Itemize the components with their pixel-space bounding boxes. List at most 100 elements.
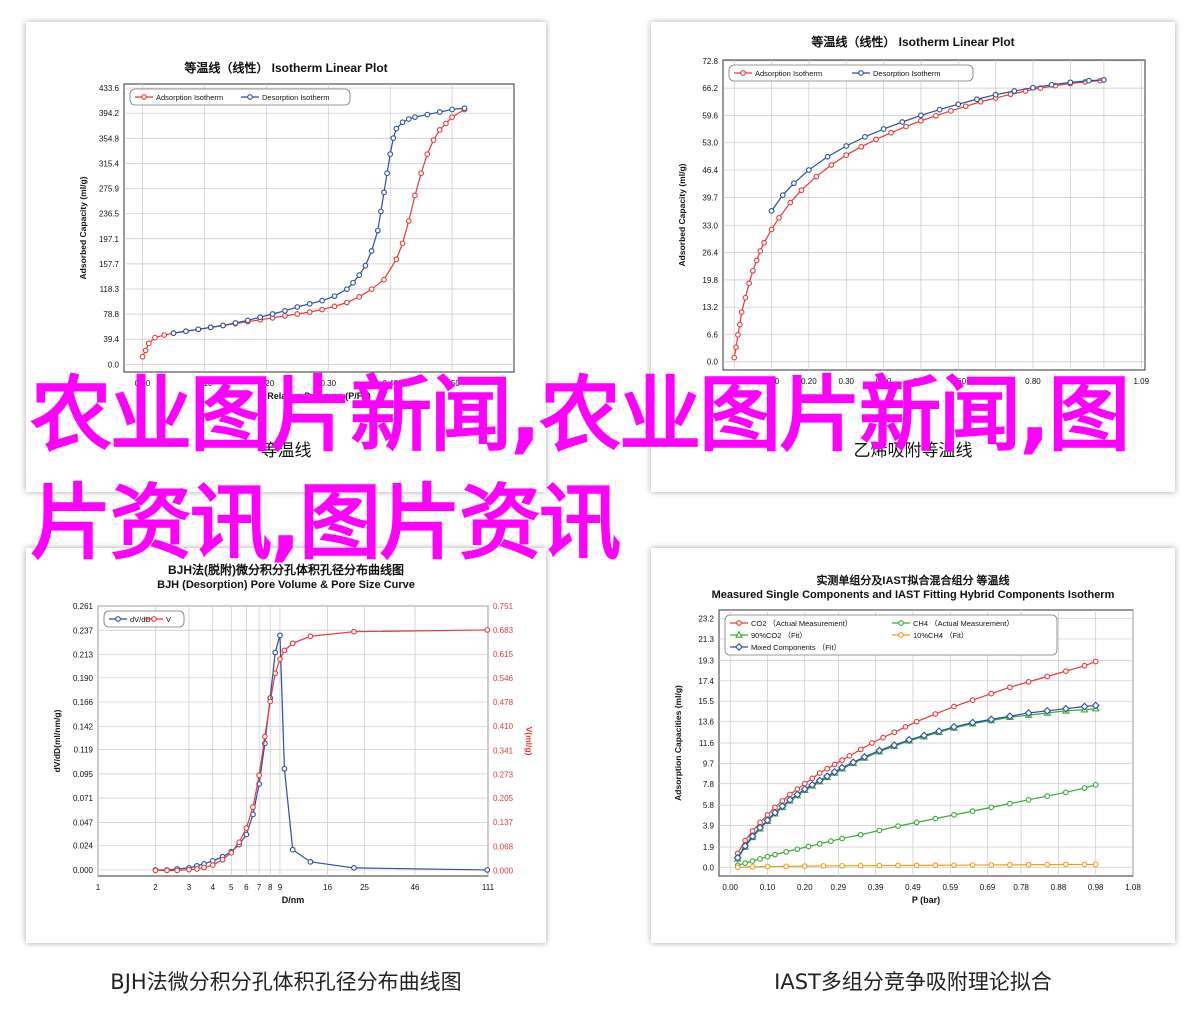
data-point <box>1081 861 1088 868</box>
data-point <box>968 718 977 727</box>
y-tick-label: 21.3 <box>698 635 714 644</box>
series-line <box>771 79 1104 212</box>
data-point <box>890 741 899 750</box>
legend-marker <box>141 94 147 100</box>
y-tick-label: 23.2 <box>698 615 714 624</box>
legend-box <box>103 610 185 628</box>
data-point <box>831 761 838 768</box>
data-point <box>988 804 995 811</box>
legend: Adsorption Isotherm Desorption Isotherm <box>129 88 351 106</box>
data-point <box>331 303 338 310</box>
y-right-axis-label: V(ml/g) <box>524 727 534 756</box>
x-tick-label: 0.50 <box>913 377 929 386</box>
series-blue <box>768 76 1107 214</box>
data-point <box>289 640 296 647</box>
data-point <box>1061 704 1070 713</box>
data-point <box>974 96 980 103</box>
data-point <box>399 240 406 247</box>
chart-title: 等温线（线性） Isotherm Linear Plot <box>183 60 387 75</box>
data-point <box>746 280 752 287</box>
data-point <box>424 111 431 118</box>
data-point <box>903 123 909 130</box>
data-point <box>1080 702 1089 711</box>
data-point <box>969 808 976 814</box>
data-point <box>368 248 375 254</box>
legend-box <box>129 88 351 106</box>
caption-right: IAST多组分竞争吸附理论拟合 <box>774 970 1052 994</box>
legend-entry: Mixed Components （Fit） <box>751 643 841 652</box>
y-tick-label: 1.9 <box>703 843 715 852</box>
data-point <box>362 262 369 269</box>
y-tick-label: 0.190 <box>73 674 94 683</box>
legend-entry: 90%CO2 （Fit） <box>751 631 807 640</box>
chart-caption: 等温线 <box>261 441 312 460</box>
y-tick-label: 9.7 <box>703 759 715 768</box>
y-tick-label: 0.237 <box>73 626 94 635</box>
x-tick-label: 0.10 <box>197 379 213 388</box>
y-tick-label: 354.8 <box>99 134 120 143</box>
x-tick-label: 0.29 <box>831 883 847 892</box>
y-tick-label: 46.4 <box>702 166 718 175</box>
y-tick-label: 0.000 <box>73 866 94 875</box>
x-tick-label: 0.40 <box>876 377 892 386</box>
data-point <box>763 816 772 825</box>
legend: Adsorption Isotherm Desorption Isotherm <box>728 64 974 82</box>
data-point <box>294 311 301 317</box>
data-point <box>424 151 431 157</box>
data-point <box>430 137 437 143</box>
data-point <box>1007 861 1013 868</box>
data-point <box>1101 76 1107 83</box>
data-point <box>1067 79 1074 86</box>
data-point <box>164 867 170 874</box>
data-point <box>749 858 756 864</box>
chart-panel-adsorption-desorption: 0.00 0.10 0.20 0.30 0.40 0.50 0.0 39.4 78.8 118.3… <box>26 22 546 492</box>
chart-title: BJH法(脱附)微分积分孔体积孔径分布曲线图 <box>168 562 404 577</box>
data-point <box>815 776 824 785</box>
y-axis-label: dV/dD(ml/nm/g) <box>52 709 62 772</box>
data-point <box>443 120 449 127</box>
y-tick-label: 394.2 <box>99 109 120 118</box>
data-point <box>783 849 789 855</box>
y-tick-label: 11.6 <box>699 739 715 748</box>
y-tick-label: 78.8 <box>103 310 119 319</box>
y-tick-label: 15.5 <box>698 697 714 706</box>
data-point <box>381 276 387 283</box>
data-point <box>378 208 384 215</box>
y-right-tick-label: 0.205 <box>493 794 514 803</box>
data-point <box>741 841 750 850</box>
data-point <box>816 770 823 776</box>
data-point <box>932 711 939 717</box>
x-tick-label: 25 <box>360 883 369 892</box>
data-point <box>1011 88 1018 94</box>
x-tick-label: 3 <box>187 883 192 892</box>
x-axis-label: D/nm <box>282 895 305 905</box>
data-point <box>823 772 832 781</box>
data-point <box>801 863 808 869</box>
legend-marker <box>151 616 157 622</box>
x-tick-label: 46 <box>411 883 420 892</box>
legend-marker <box>898 632 904 638</box>
y-tick-label: 433.6 <box>99 84 120 93</box>
data-point <box>987 715 996 724</box>
chart-bjh-pore-size: 1 2 3 4 5 6 7 8 9 16 25 46 111 0.000 0.024 0.047 0.071 0.… <box>52 562 534 905</box>
data-point <box>139 353 146 360</box>
data-point <box>390 135 397 142</box>
data-point <box>772 851 778 858</box>
data-point <box>269 311 276 317</box>
data-point <box>783 863 789 870</box>
legend-entry: CH4 （Actual Measurement） <box>913 619 1014 628</box>
data-point <box>880 126 887 132</box>
legend-marker <box>735 643 743 651</box>
x-tick-label: 8 <box>268 883 273 892</box>
data-point <box>992 91 999 98</box>
data-point <box>186 866 192 873</box>
data-point <box>947 107 954 114</box>
data-point <box>281 647 288 654</box>
data-point <box>742 294 749 301</box>
data-point <box>1025 796 1032 803</box>
data-point <box>809 775 816 782</box>
y-tick-label: 66.2 <box>702 84 718 93</box>
x-tick-label: 0.69 <box>980 883 996 892</box>
data-point <box>936 106 943 113</box>
data-point <box>244 317 251 324</box>
